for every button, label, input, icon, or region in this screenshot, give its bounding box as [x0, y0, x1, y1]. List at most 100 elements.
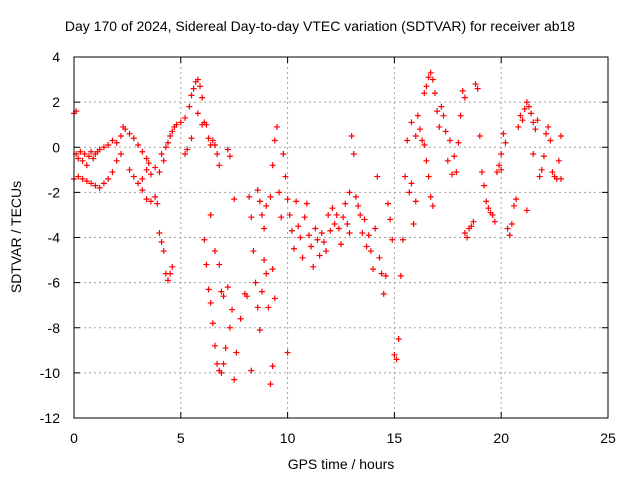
data-point	[425, 173, 432, 180]
data-point	[453, 169, 460, 176]
data-point	[263, 270, 270, 277]
data-point	[382, 272, 389, 279]
data-point	[83, 178, 90, 185]
data-point	[342, 200, 349, 207]
data-point	[498, 166, 505, 173]
data-point	[478, 169, 485, 176]
data-point	[393, 356, 400, 363]
data-point	[182, 151, 189, 158]
data-point	[521, 105, 528, 112]
data-point	[233, 349, 240, 356]
data-point	[273, 123, 280, 130]
data-point	[269, 266, 276, 273]
data-point	[164, 139, 171, 146]
data-point	[387, 216, 394, 223]
data-point	[540, 153, 547, 160]
data-point	[205, 286, 212, 293]
data-point	[90, 155, 97, 162]
data-point	[85, 153, 92, 160]
data-point	[491, 218, 498, 225]
data-point	[143, 196, 150, 203]
data-point	[410, 220, 417, 227]
data-point	[376, 254, 383, 261]
data-point	[558, 175, 565, 182]
data-point	[158, 239, 165, 246]
x-tick-label: 25	[600, 430, 616, 446]
data-point	[489, 211, 496, 218]
data-point	[506, 232, 513, 239]
data-point	[211, 248, 218, 255]
data-point	[252, 279, 259, 286]
data-point	[164, 277, 171, 284]
data-point	[523, 99, 530, 106]
data-point	[177, 119, 184, 126]
data-point	[139, 175, 146, 182]
data-point	[162, 144, 169, 151]
data-point	[532, 126, 539, 133]
data-point	[446, 137, 453, 144]
data-point	[152, 193, 159, 200]
data-point	[267, 381, 274, 388]
data-point	[271, 137, 278, 144]
data-point	[517, 112, 524, 119]
y-tick-label: 0	[52, 139, 60, 155]
data-point	[370, 266, 377, 273]
data-point	[515, 123, 522, 130]
data-point	[308, 243, 315, 250]
data-point	[291, 245, 298, 252]
data-point	[209, 320, 216, 327]
data-point	[511, 202, 518, 209]
data-point	[545, 123, 552, 130]
data-point	[444, 157, 451, 164]
data-point	[406, 189, 413, 196]
data-point	[267, 193, 274, 200]
data-point	[117, 132, 124, 139]
data-point	[265, 304, 272, 311]
data-point	[286, 211, 293, 218]
data-point	[493, 169, 500, 176]
data-point	[229, 306, 236, 313]
data-point	[135, 180, 142, 187]
data-point	[109, 169, 116, 176]
data-point	[523, 207, 530, 214]
data-point	[160, 248, 167, 255]
data-point	[355, 202, 362, 209]
data-point	[244, 293, 251, 300]
data-point	[203, 261, 210, 268]
data-point	[117, 151, 124, 158]
data-points	[71, 69, 565, 388]
data-point	[530, 151, 537, 158]
data-point	[201, 236, 208, 243]
data-point	[156, 169, 163, 176]
data-point	[461, 94, 468, 101]
x-tick-label: 20	[493, 430, 509, 446]
data-point	[258, 211, 265, 218]
data-point	[361, 216, 368, 223]
data-point	[549, 169, 556, 176]
grid-lines	[74, 57, 608, 418]
data-point	[218, 369, 225, 376]
data-point	[423, 157, 430, 164]
data-point	[408, 180, 415, 187]
data-point	[301, 214, 308, 221]
data-point	[147, 171, 154, 178]
data-point	[113, 157, 120, 164]
data-point	[295, 223, 302, 230]
data-point	[528, 110, 535, 117]
data-point	[199, 94, 206, 101]
data-point	[205, 135, 212, 142]
data-point	[530, 119, 537, 126]
data-point	[299, 254, 306, 261]
data-point	[248, 214, 255, 221]
data-point	[384, 200, 391, 207]
data-point	[88, 148, 95, 155]
data-point	[397, 272, 404, 279]
data-point	[419, 137, 426, 144]
data-point	[214, 360, 221, 367]
data-point	[261, 225, 268, 232]
data-point	[316, 252, 323, 259]
data-point	[211, 141, 218, 148]
data-point	[113, 139, 120, 146]
data-point	[100, 180, 107, 187]
data-point	[472, 81, 479, 88]
